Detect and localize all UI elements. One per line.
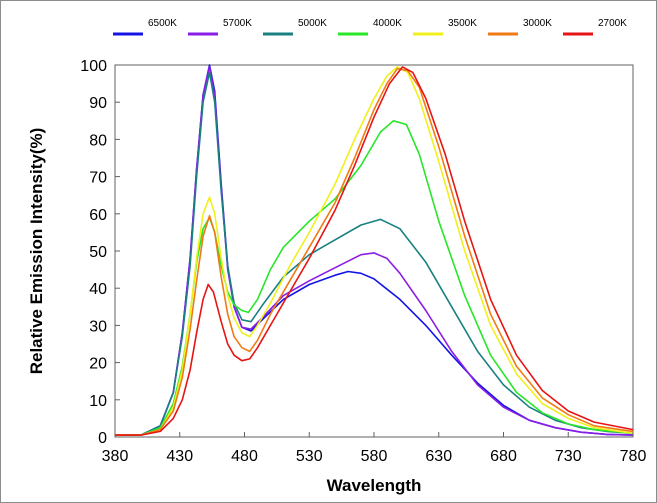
y-tick-label: 90 [89, 95, 107, 112]
series-line-5000k [115, 71, 634, 436]
y-tick-label: 100 [80, 58, 107, 75]
y-tick-label: 30 [89, 318, 107, 335]
series-line-5700k [115, 66, 634, 436]
x-tick-label: 530 [296, 448, 323, 465]
x-tick-label: 430 [166, 448, 193, 465]
x-tick-label: 480 [231, 448, 258, 465]
legend-label: 3000K [523, 18, 552, 29]
y-tick-label: 20 [89, 356, 107, 373]
series-line-4000k [115, 120, 634, 436]
series-layer [115, 64, 634, 436]
legend-label: 4000K [373, 18, 402, 29]
legend-label: 5000K [298, 18, 327, 29]
legend-label: 2700K [598, 18, 627, 29]
x-axis: 380 430 480 530 580 630 680 730 780 [102, 432, 647, 465]
series-line-2700k [115, 66, 634, 436]
x-tick-label: 730 [555, 448, 582, 465]
legend-label: 6500K [148, 18, 177, 29]
y-tick-label: 50 [89, 244, 107, 261]
x-tick-label: 780 [620, 448, 647, 465]
x-tick-label: 580 [361, 448, 388, 465]
y-tick-label: 10 [89, 393, 107, 410]
x-tick-label: 680 [490, 448, 517, 465]
y-tick-label: 80 [89, 132, 107, 149]
x-axis-title: Wavelength [327, 476, 422, 495]
y-tick-label: 40 [89, 281, 107, 298]
x-tick-label: 630 [425, 448, 452, 465]
y-axis-title: Relative Emission Intensity(%) [27, 128, 46, 375]
x-tick-label: 380 [102, 448, 129, 465]
y-tick-label: 0 [98, 430, 107, 447]
legend: 6500K 5700K 5000K 4000K 3500K 3000K 2700K [113, 18, 627, 36]
y-axis: 0 10 20 30 40 50 60 70 80 90 100 [80, 58, 120, 447]
series-line-3500k [115, 66, 634, 436]
y-tick-label: 70 [89, 170, 107, 187]
y-tick-label: 60 [89, 207, 107, 224]
legend-label: 3500K [448, 18, 477, 29]
plot-area [114, 64, 634, 438]
series-line-6500k [115, 64, 634, 436]
series-line-3000k [115, 67, 634, 436]
legend-label: 5700K [223, 18, 252, 29]
